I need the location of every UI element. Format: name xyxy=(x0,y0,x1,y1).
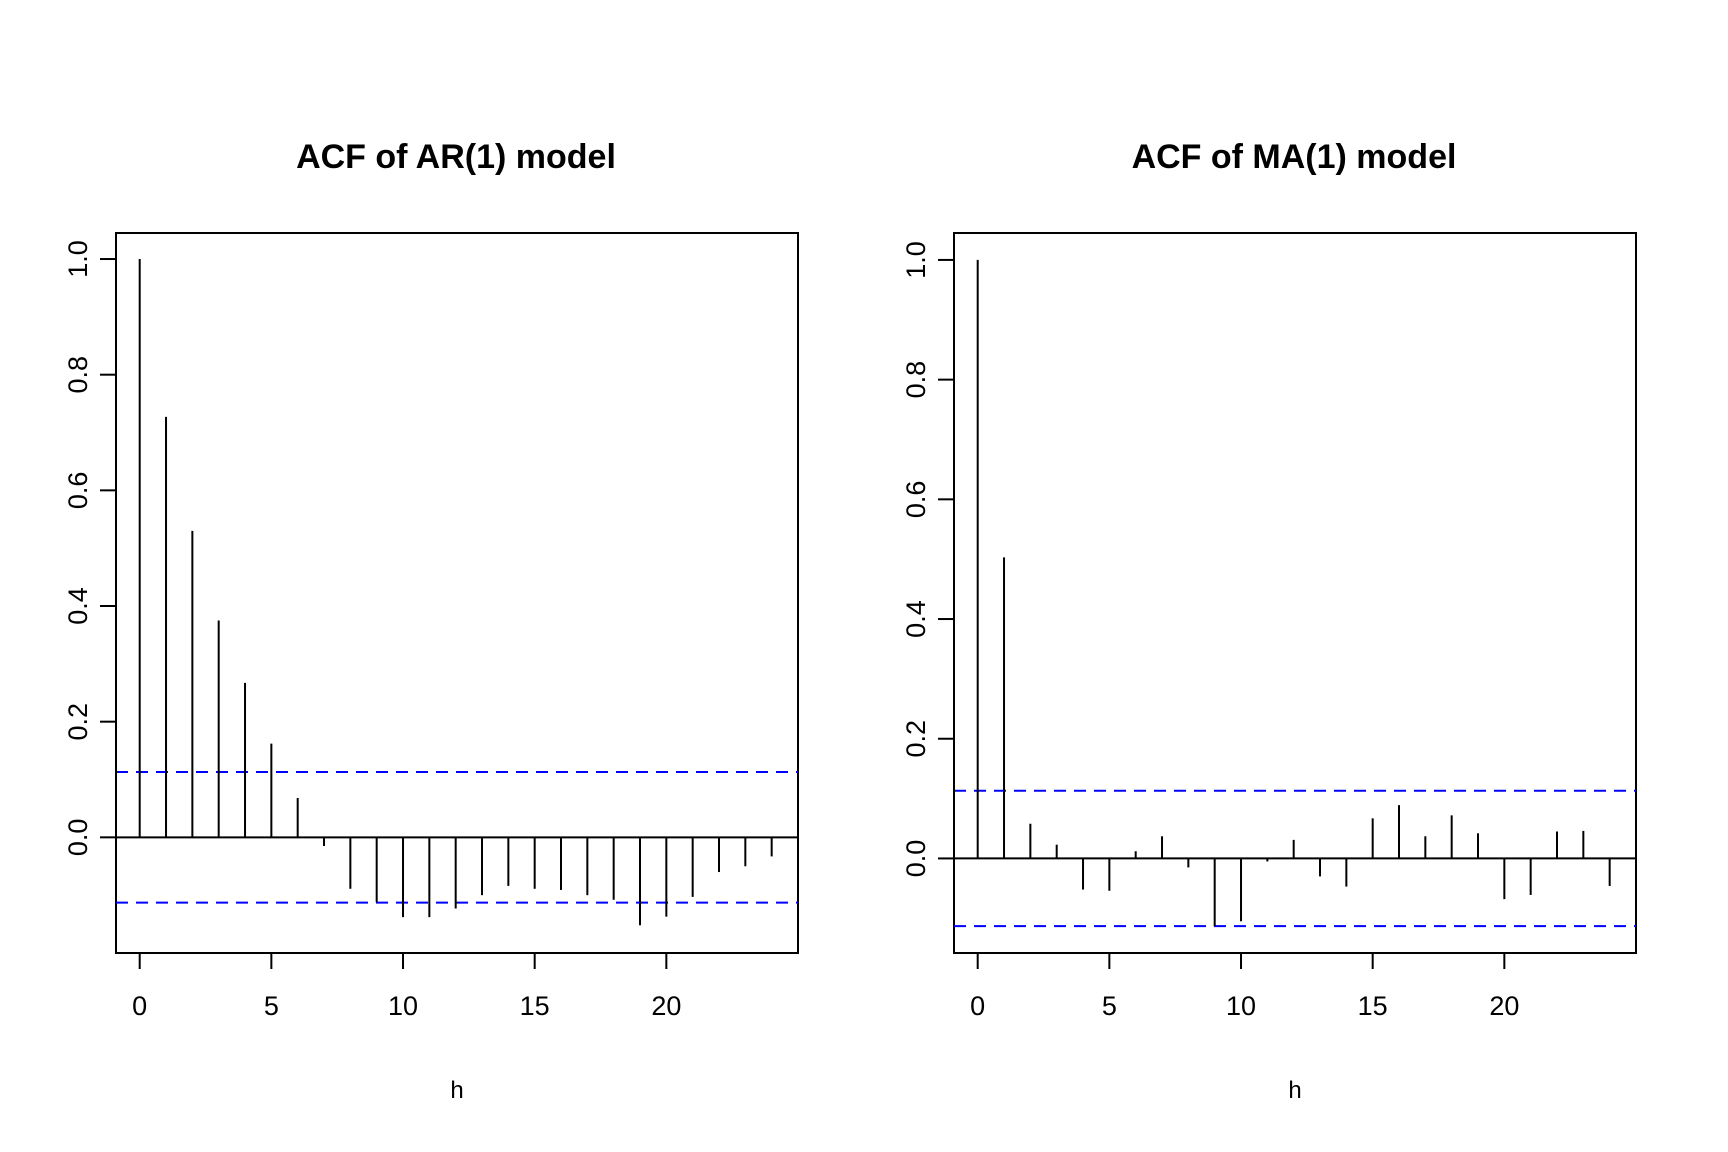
ar1-y-tick-label-0-6: 0.6 xyxy=(63,472,93,510)
ma1-y-tick-label-0-2: 0.2 xyxy=(901,720,931,758)
ar1-x-tick-label-10: 10 xyxy=(388,991,418,1021)
ma1-x-axis-label: h xyxy=(1288,1077,1301,1104)
ma1-y-tick-label-1: 1.0 xyxy=(901,241,931,279)
ar1-chart-title: ACF of AR(1) model xyxy=(296,138,616,176)
ar1-plot-marks: 0 5 10 15 20 0.0 0.2 0.4 0.6 0.8 1.0 xyxy=(63,240,798,1021)
ar1-x-tick-label-20: 20 xyxy=(651,991,681,1021)
ma1-y-tick-label-0-8: 0.8 xyxy=(901,361,931,399)
ma1-acf-panel: ACF of MA(1) model 0 5 10 15 200.00.20.40.60… xyxy=(901,138,1637,1104)
ma1-x-tick-label-0: 0 xyxy=(970,991,985,1021)
ma1-plot-marks: 0 5 10 15 20 0.0 0.2 0.4 0.6 0.8 1.0 xyxy=(901,241,1636,1021)
ma1-y-tick-label-0-6: 0.6 xyxy=(901,481,931,519)
ma1-chart-title: ACF of MA(1) model xyxy=(1132,138,1457,176)
ar1-acf-panel: ACF of AR(1) model 0 5 10 15 200.00.20.40.60… xyxy=(63,138,799,1104)
ar1-y-tick-label-0: 0.0 xyxy=(63,819,93,857)
ma1-x-tick-label-15: 15 xyxy=(1358,991,1388,1021)
ma1-x-tick-label-5: 5 xyxy=(1102,991,1117,1021)
ar1-x-axis-label: h xyxy=(450,1077,463,1104)
ar1-x-tick-label-15: 15 xyxy=(520,991,550,1021)
ar1-y-tick-label-0-4: 0.4 xyxy=(63,587,93,625)
ar1-y-tick-label-1: 1.0 xyxy=(63,240,93,278)
ar1-y-tick-label-0-2: 0.2 xyxy=(63,703,93,741)
ma1-x-tick-label-10: 10 xyxy=(1226,991,1256,1021)
ar1-x-tick-label-5: 5 xyxy=(264,991,279,1021)
ma1-x-tick-label-20: 20 xyxy=(1489,991,1519,1021)
ar1-x-tick-label-0: 0 xyxy=(132,991,147,1021)
ar1-y-tick-label-0-8: 0.8 xyxy=(63,356,93,394)
ma1-y-tick-label-0-4: 0.4 xyxy=(901,600,931,638)
ma1-y-tick-label-0: 0.0 xyxy=(901,840,931,878)
